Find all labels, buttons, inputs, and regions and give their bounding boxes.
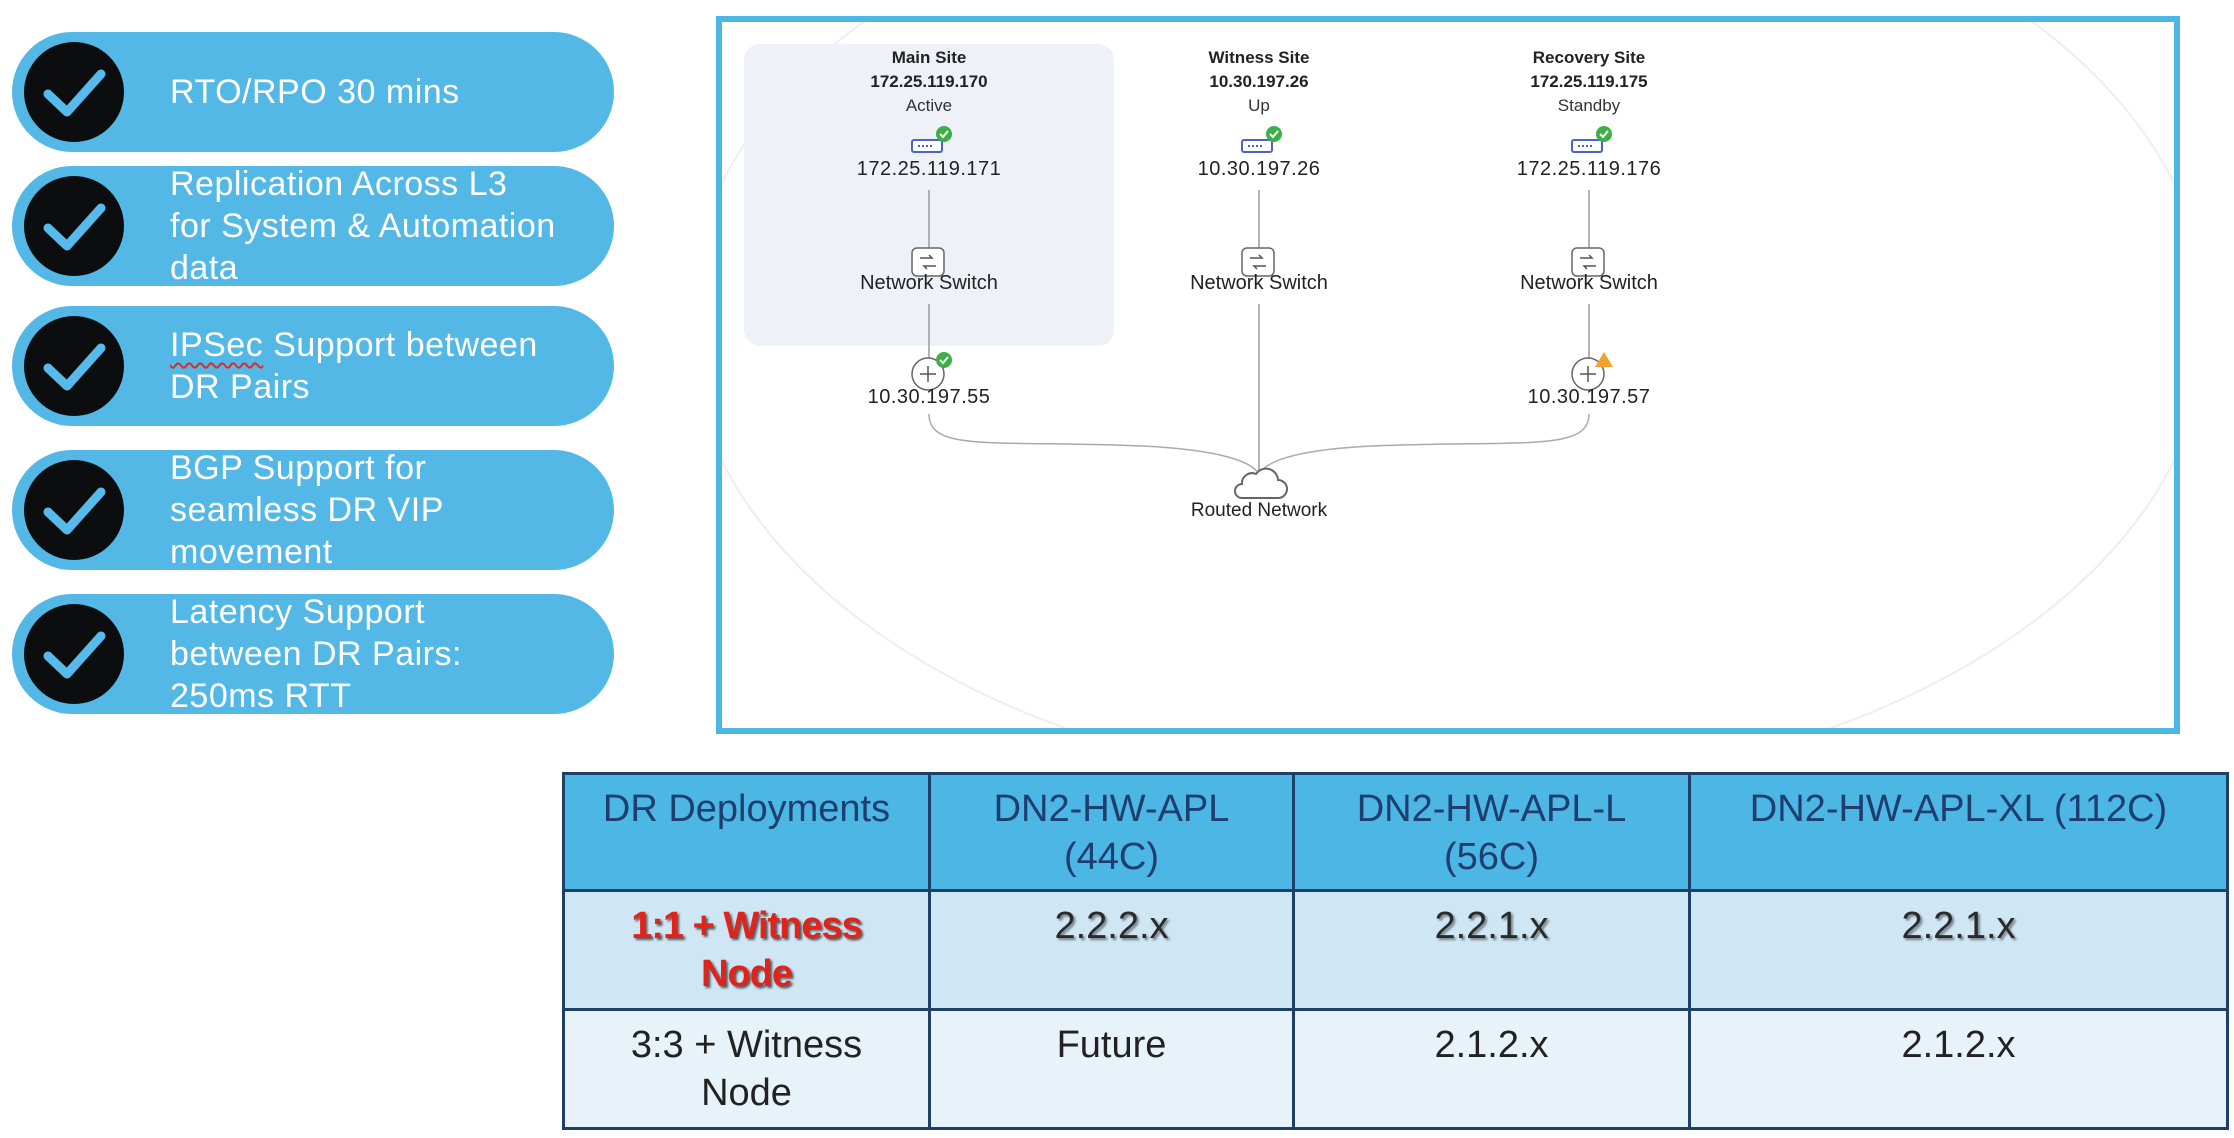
router-ip-label: 10.30.197.55 (867, 386, 991, 408)
feature-text: IPSec Support between DR Pairs (170, 326, 538, 406)
header-dr-deployments: DR Deployments (562, 772, 931, 892)
table-cell: 1:1 + Witness Node (562, 889, 931, 1011)
feature-text: BGP Support for seamless DR VIP movement (170, 449, 444, 571)
feature-text: Latency Support between DR Pairs: 250ms … (170, 593, 462, 715)
checkmark-icon (24, 316, 124, 416)
site-name: Main Site (891, 48, 967, 67)
feature-pill-bgp: BGP Support for seamless DR VIP movement (12, 449, 614, 571)
header-dn2-hw-apl-l: DN2-HW-APL-L (56C) (1292, 772, 1691, 892)
site-name: Witness Site (1208, 48, 1310, 67)
network-switch-icon (911, 247, 945, 277)
server-ip-label: 172.25.119.171 (856, 158, 1002, 180)
feature-pill-rto-rpo: RTO/RPO 30 mins (12, 32, 614, 152)
router-ip-label: 10.30.197.57 (1527, 386, 1651, 408)
routed-network-label: Routed Network (1190, 500, 1328, 521)
site-ip: 172.25.119.175 (1530, 72, 1648, 91)
feature-pill-replication: Replication Across L3 for System & Autom… (12, 165, 614, 287)
topology-canvas (722, 22, 2174, 728)
server-icon (1571, 126, 1612, 153)
switch-label: Network Switch (1520, 272, 1658, 294)
site-main: Main Site 172.25.119.170 Active (779, 48, 1079, 116)
feature-pill-latency: Latency Support between DR Pairs: 250ms … (12, 593, 614, 715)
warning-icon (1595, 352, 1613, 367)
header-dn2-hw-apl: DN2-HW-APL (44C) (928, 772, 1295, 892)
dr-deployments-table: DR Deployments DN2-HW-APL (44C) DN2-HW-AP… (562, 772, 2229, 1130)
checkmark-icon (24, 42, 124, 142)
site-status: Standby (1557, 96, 1621, 115)
feature-text: RTO/RPO 30 mins (170, 73, 460, 111)
header-dn2-hw-apl-xl: DN2-HW-APL-XL (112C) (1688, 772, 2229, 892)
switch-label: Network Switch (1190, 272, 1328, 294)
link-recovery-router-cloud (1258, 413, 1590, 475)
topology-panel: Main Site 172.25.119.170 Active Witness … (716, 16, 2180, 734)
table-cell: 3:3 + Witness Node (562, 1008, 931, 1130)
feature-pill-ipsec: IPSec Support between DR Pairs (12, 306, 614, 426)
checkmark-icon (24, 460, 124, 560)
router-icon (911, 352, 952, 391)
server-ip-label: 172.25.119.176 (1516, 158, 1662, 180)
server-icon (911, 126, 952, 153)
table-row: 3:3 + Witness Node Future 2.1.2.x 2.1.2.x (562, 1008, 2229, 1130)
server-ip-label: 10.30.197.26 (1197, 158, 1321, 180)
table-cell: 2.2.2.x (928, 889, 1295, 1011)
feature-text: Replication Across L3 for System & Autom… (170, 165, 556, 287)
site-name: Recovery Site (1532, 48, 1646, 67)
table-cell: 2.2.1.x (1292, 889, 1691, 1011)
table-cell: 2.2.1.x (1688, 889, 2229, 1011)
table-cell: Future (928, 1008, 1295, 1130)
network-switch-icon (1241, 247, 1275, 277)
cloud-icon (1234, 467, 1288, 499)
table-cell: 2.1.2.x (1688, 1008, 2229, 1130)
switch-label: Network Switch (860, 272, 998, 294)
site-witness: Witness Site 10.30.197.26 Up (1109, 48, 1409, 116)
site-status: Up (1248, 96, 1270, 115)
table-row: 1:1 + Witness Node 2.2.2.x 2.2.1.x 2.2.1.… (562, 889, 2229, 1011)
checkmark-icon (24, 176, 124, 276)
network-switch-icon (1571, 247, 1605, 277)
site-recovery: Recovery Site 172.25.119.175 Standby (1439, 48, 1739, 116)
table-cell: 2.1.2.x (1292, 1008, 1691, 1130)
server-icon (1241, 126, 1282, 153)
router-icon (1571, 352, 1613, 391)
checkmark-icon (24, 604, 124, 704)
table-header-row: DR Deployments DN2-HW-APL (44C) DN2-HW-AP… (562, 772, 2229, 892)
site-ip: 172.25.119.170 (870, 72, 988, 91)
link-main-router-cloud (928, 413, 1260, 475)
site-ip: 10.30.197.26 (1209, 72, 1309, 91)
site-status: Active (905, 96, 953, 115)
